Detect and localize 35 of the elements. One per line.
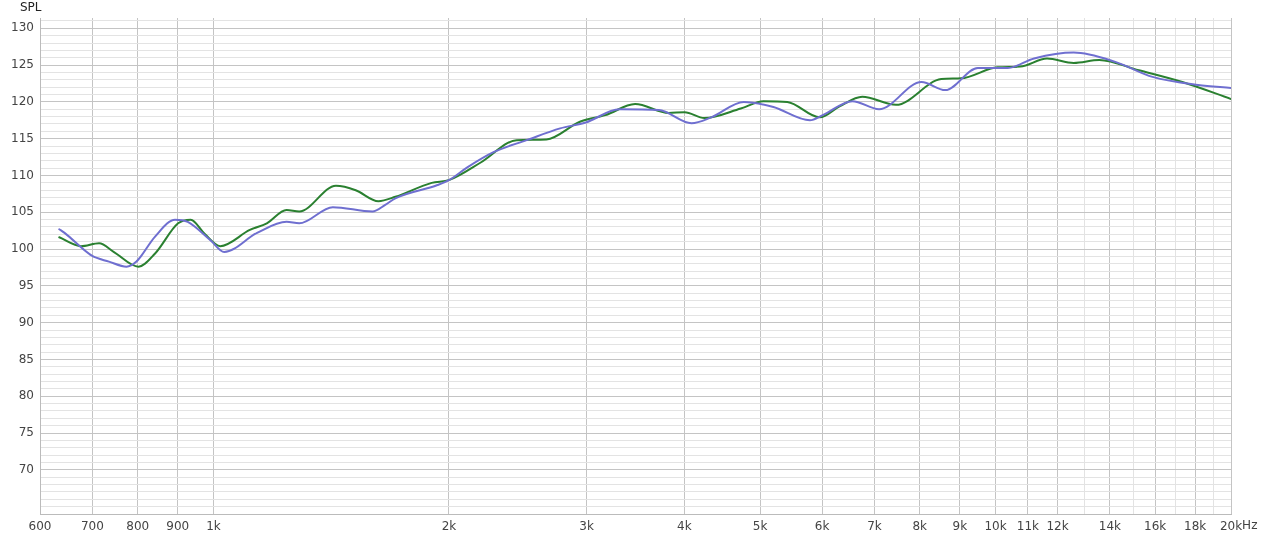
x-tick-label: 2k [441,519,457,534]
y-tick-label: 120 [11,94,34,109]
x-tick-label: 1k [206,519,221,534]
y-tick-label: 90 [18,314,34,329]
x-tick-label: 14k [1098,519,1122,534]
x-tick-label: 20k [1219,519,1243,534]
x-axis-title: Hz [1242,518,1258,533]
y-tick-label: 125 [11,57,34,72]
x-tick-label: 11k [1016,519,1040,534]
y-tick-label: 130 [11,20,34,35]
x-tick-label: 800 [126,519,150,534]
x-tick-label: 3k [579,519,594,534]
y-tick-label: 110 [11,167,34,182]
x-tick-label: 900 [166,519,190,534]
x-tick-label: 5k [752,519,768,534]
y-tick-label: 80 [18,388,34,403]
x-tick-label: 4k [677,519,692,534]
y-tick-label: 100 [11,241,34,256]
y-tick-label: 75 [18,425,34,440]
x-tick-label: 8k [912,519,928,534]
x-tick-label: 600 [28,519,52,534]
y-tick-label: 95 [18,277,34,292]
y-tick-label: 70 [18,461,34,476]
y-tick-label: 105 [11,204,34,219]
x-tick-label: 18k [1184,519,1207,534]
x-tick-label: 10k [984,519,1007,534]
x-tick-label: 9k [952,519,968,534]
y-tick-label: 85 [18,351,34,366]
y-tick-label: 115 [11,130,34,145]
x-tick-label: 7k [867,519,882,534]
y-axis-title: SPL [20,0,42,14]
x-tick-label: 12k [1046,519,1069,534]
x-tick-label: 6k [814,519,830,534]
x-tick-label: 16k [1144,519,1167,534]
x-tick-label: 700 [80,519,104,534]
